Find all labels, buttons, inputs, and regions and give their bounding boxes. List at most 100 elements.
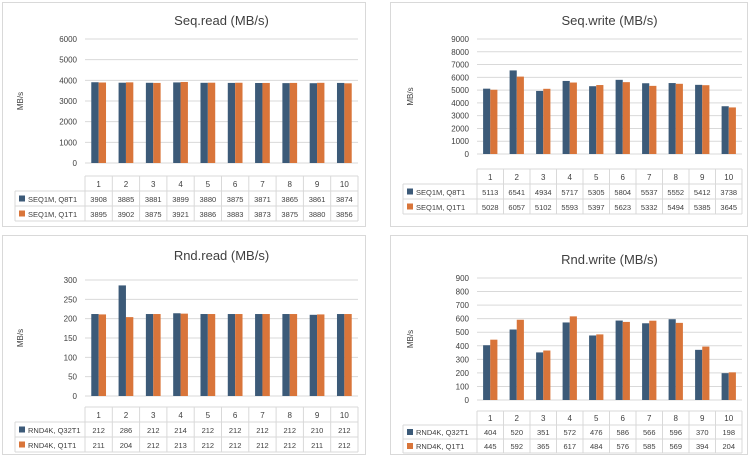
bar: [483, 345, 491, 400]
bar: [145, 314, 154, 396]
x-tick-label: 2: [124, 180, 129, 189]
bar: [173, 313, 181, 396]
bar: [509, 329, 517, 400]
data-table-value: 596: [669, 428, 682, 437]
data-table-value: 5593: [561, 203, 578, 212]
bar: [668, 83, 676, 154]
x-tick-label: 2: [515, 173, 520, 182]
bar: [235, 314, 243, 396]
data-table-value: 212: [147, 426, 160, 435]
chart-svg-rnd-read: Rnd.read (MB/s) 0 50 100 150 200 250 300 MB/s 1 2 3…: [14, 248, 359, 453]
bar: [589, 335, 597, 400]
bar: [91, 82, 99, 163]
y-tick-label: 4000: [59, 76, 77, 85]
bar: [596, 85, 604, 154]
data-table-value: 211: [311, 441, 323, 450]
bar: [173, 82, 181, 163]
x-tick-label: 3: [151, 180, 156, 189]
y-tick-label: 500: [456, 328, 470, 337]
data-table-value: 3895: [90, 210, 107, 219]
legend-swatch: [407, 188, 413, 195]
bar: [282, 314, 290, 396]
data-table-value: 592: [510, 442, 523, 451]
x-tick-label: 9: [315, 180, 320, 189]
y-tick-label: 0: [465, 396, 470, 405]
bar: [702, 346, 710, 400]
bar: [668, 319, 676, 400]
bar: [118, 285, 126, 396]
legend-label: SEQ1M, Q8T1: [416, 188, 465, 197]
bar: [695, 349, 703, 400]
bar: [622, 82, 630, 154]
data-table-value: 3875: [227, 195, 244, 204]
bar: [490, 339, 498, 400]
legend-swatch: [19, 441, 25, 448]
y-tick-label: 1000: [59, 138, 77, 147]
chart-panel-rnd-write: Rnd.write (MB/s) 0 100 200 300 400 500 600 700 80…: [390, 235, 748, 455]
data-table-value: 5494: [667, 203, 684, 212]
x-tick-label: 6: [233, 411, 238, 420]
x-tick-label: 6: [621, 414, 626, 423]
data-table-value: 569: [669, 442, 682, 451]
x-tick-label: 8: [288, 411, 293, 420]
data-table-value: 3865: [281, 195, 298, 204]
bar: [125, 317, 134, 396]
bar: [596, 334, 604, 400]
legend-swatch: [19, 210, 25, 217]
legend-label: RND4K, Q1T1: [416, 442, 464, 451]
x-tick-label: 7: [647, 173, 652, 182]
data-table-value: 3886: [200, 210, 217, 219]
bar: [91, 314, 99, 396]
x-tick-label: 7: [647, 414, 652, 423]
x-tick-label: 9: [700, 414, 705, 423]
bar: [649, 320, 657, 400]
data-table-value: 586: [616, 428, 629, 437]
y-tick-label: 150: [64, 334, 78, 343]
data-table-value: 214: [174, 426, 187, 435]
data-table-value: 3880: [309, 210, 326, 219]
x-tick-label: 4: [178, 411, 183, 420]
legend-swatch: [407, 443, 413, 449]
chart-svg-rnd-write: Rnd.write (MB/s) 0 100 200 300 400 500 600 700 80…: [402, 252, 743, 454]
data-table-value: 404: [484, 428, 497, 437]
data-table-value: 3908: [90, 195, 107, 204]
x-tick-label: 1: [96, 411, 101, 420]
data-table-value: 3861: [309, 195, 326, 204]
y-tick-label: 3000: [59, 97, 77, 106]
data-table-value: 585: [643, 442, 656, 451]
bar: [255, 82, 263, 163]
bar: [562, 80, 570, 154]
chart-title: Seq.write (MB/s): [561, 13, 657, 28]
x-tick-label: 5: [206, 180, 211, 189]
data-table-value: 212: [338, 441, 351, 450]
y-tick-label: 0: [465, 150, 470, 159]
data-table-value: 286: [120, 426, 133, 435]
data-table-value: 5102: [535, 203, 552, 212]
y-tick-label: 7000: [451, 61, 469, 70]
data-table-value: 617: [563, 442, 576, 451]
y-tick-label: 0: [73, 159, 78, 168]
data-table-value: 212: [283, 426, 296, 435]
data-table-value: 370: [696, 428, 709, 437]
data-table-value: 5717: [561, 188, 578, 197]
y-axis-label: MB/s: [406, 330, 415, 348]
x-tick-label: 2: [124, 411, 129, 420]
bar: [200, 82, 208, 163]
data-table-value: 5113: [482, 188, 498, 197]
chart-title: Seq.read (MB/s): [174, 13, 269, 28]
x-tick-label: 6: [233, 180, 238, 189]
y-tick-label: 100: [456, 382, 470, 391]
x-tick-label: 8: [674, 414, 679, 423]
x-tick-label: 5: [594, 173, 599, 182]
data-table-value: 204: [120, 441, 133, 450]
bar: [317, 82, 325, 163]
bar: [309, 83, 318, 163]
data-table-value: 5552: [667, 188, 684, 197]
data-table-value: 3883: [227, 210, 244, 219]
chart-svg-seq-write: Seq.write (MB/s) 0 1000 2000 3000 4000 5000 600…: [402, 13, 743, 215]
bar: [675, 322, 683, 400]
y-tick-label: 700: [456, 301, 470, 310]
data-table-value: 5385: [694, 203, 711, 212]
x-tick-label: 10: [340, 180, 349, 189]
x-tick-label: 10: [724, 414, 733, 423]
